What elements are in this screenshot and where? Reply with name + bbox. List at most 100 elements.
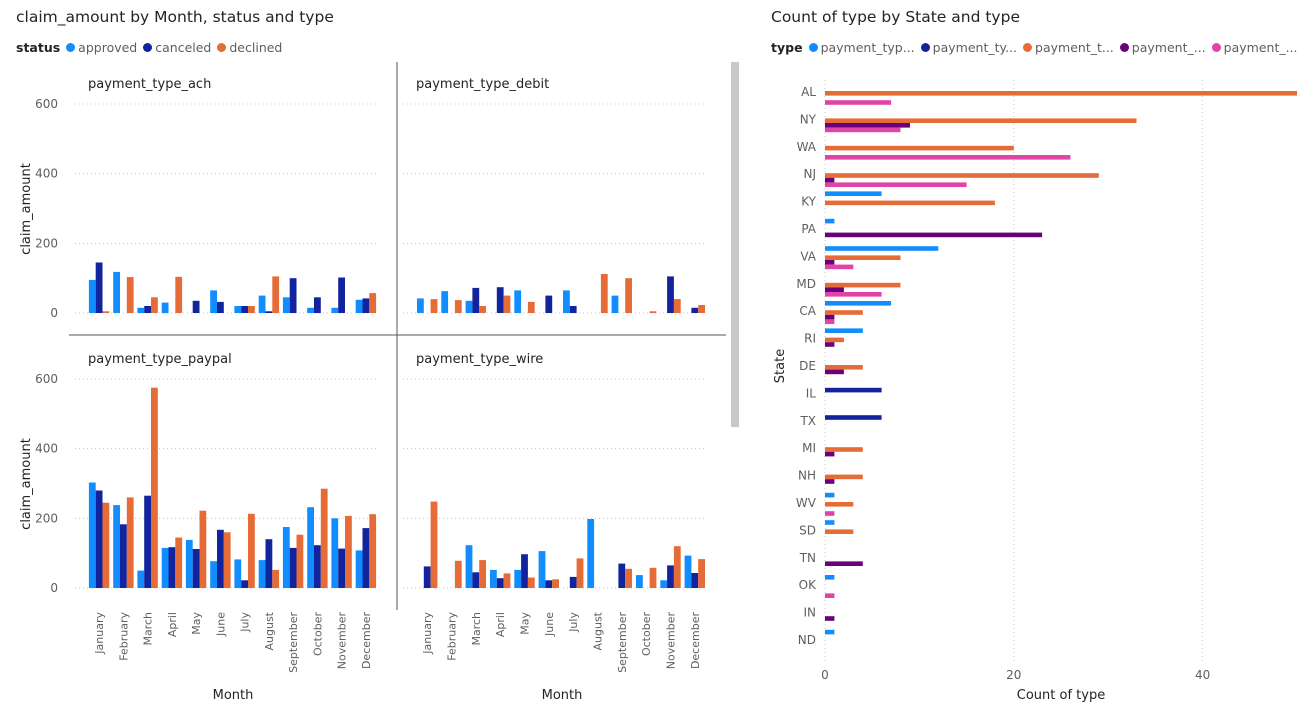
bar-declined-february[interactable] xyxy=(454,300,462,313)
bar-declined-september[interactable] xyxy=(625,568,632,588)
bar-md-type5[interactable] xyxy=(825,292,882,297)
bar-canceled-november[interactable] xyxy=(338,548,345,588)
bar-declined-december[interactable] xyxy=(698,305,705,313)
bar-de-type3[interactable] xyxy=(825,365,863,370)
scrollbar-thumb[interactable] xyxy=(731,62,739,427)
bar-declined-may[interactable] xyxy=(527,577,535,589)
bar-declined-july[interactable] xyxy=(248,513,255,588)
bar-nd-type1[interactable] xyxy=(825,629,835,635)
bar-canceled-october[interactable] xyxy=(314,297,321,313)
bar-ky-type1[interactable] xyxy=(825,191,882,196)
bar-ri-type1[interactable] xyxy=(825,328,863,333)
bar-approved-may[interactable] xyxy=(514,569,522,588)
bar-ok-type1[interactable] xyxy=(825,575,835,580)
bar-declined-january[interactable] xyxy=(102,311,110,313)
bar-canceled-september[interactable] xyxy=(289,278,297,313)
bar-wv-type1[interactable] xyxy=(825,492,835,498)
bar-approved-august[interactable] xyxy=(587,519,595,588)
bar-approved-march[interactable] xyxy=(465,300,473,313)
bar-declined-november[interactable] xyxy=(345,515,352,588)
bar-pa-type4[interactable] xyxy=(825,232,1043,238)
bar-nj-type5[interactable] xyxy=(825,182,967,187)
bar-canceled-january[interactable] xyxy=(423,566,431,588)
bar-wa-type5[interactable] xyxy=(825,155,1071,160)
bar-canceled-may[interactable] xyxy=(521,554,528,588)
bar-ny-type4[interactable] xyxy=(825,123,910,128)
bar-declined-november[interactable] xyxy=(673,546,681,588)
bar-declined-august[interactable] xyxy=(272,569,280,588)
bar-approved-march[interactable] xyxy=(137,570,145,588)
bar-approved-december[interactable] xyxy=(355,299,363,313)
bar-approved-december[interactable] xyxy=(355,550,363,588)
bar-canceled-march[interactable] xyxy=(472,572,480,588)
bar-declined-march[interactable] xyxy=(479,560,486,588)
bar-declined-august[interactable] xyxy=(600,274,608,313)
bar-canceled-august[interactable] xyxy=(265,539,273,588)
bar-approved-july[interactable] xyxy=(563,290,570,313)
bar-nh-type4[interactable] xyxy=(825,479,835,484)
legend-item-type-5[interactable]: payment_... xyxy=(1211,40,1298,55)
bar-nj-type3[interactable] xyxy=(825,173,1099,178)
bar-canceled-september[interactable] xyxy=(618,563,626,588)
bar-canceled-december[interactable] xyxy=(362,528,370,588)
bar-ca-type5[interactable] xyxy=(825,319,835,324)
bar-declined-september[interactable] xyxy=(625,278,632,313)
bar-in-type4[interactable] xyxy=(825,616,835,621)
bar-canceled-june[interactable] xyxy=(217,529,224,588)
bar-canceled-december[interactable] xyxy=(362,298,370,313)
bar-declined-september[interactable] xyxy=(296,534,304,588)
bar-approved-september[interactable] xyxy=(282,527,290,588)
bar-declined-august[interactable] xyxy=(272,276,280,313)
bar-approved-august[interactable] xyxy=(258,560,266,588)
legend-item-declined[interactable]: declined xyxy=(217,40,282,55)
bar-declined-january[interactable] xyxy=(430,299,438,313)
legend-item-type-3[interactable]: payment_t... xyxy=(1023,40,1114,55)
bar-approved-may[interactable] xyxy=(514,290,522,313)
legend-item-canceled[interactable]: canceled xyxy=(143,40,211,55)
bar-de-type4[interactable] xyxy=(825,369,844,375)
bar-declined-october[interactable] xyxy=(649,567,657,588)
bar-declined-march[interactable] xyxy=(479,306,486,313)
bar-canceled-march[interactable] xyxy=(144,495,151,588)
bar-declined-april[interactable] xyxy=(175,276,183,313)
bar-ny-type5[interactable] xyxy=(825,127,901,133)
bar-ky-type3[interactable] xyxy=(825,200,995,206)
bar-declined-march[interactable] xyxy=(151,297,158,313)
bar-va-type3[interactable] xyxy=(825,255,901,260)
bar-approved-july[interactable] xyxy=(234,306,242,313)
bar-declined-february[interactable] xyxy=(454,560,462,588)
bar-canceled-january[interactable] xyxy=(95,490,103,589)
bar-declined-july[interactable] xyxy=(248,306,255,313)
bar-wv-type5[interactable] xyxy=(825,511,835,516)
bar-declined-march[interactable] xyxy=(151,387,158,588)
bar-approved-november[interactable] xyxy=(331,307,339,313)
bar-mi-type3[interactable] xyxy=(825,447,863,452)
bar-declined-december[interactable] xyxy=(369,293,377,313)
bar-ri-type4[interactable] xyxy=(825,342,835,347)
bar-declined-december[interactable] xyxy=(369,514,377,588)
bar-md-type4[interactable] xyxy=(825,287,844,292)
bar-declined-april[interactable] xyxy=(503,295,511,313)
bar-canceled-february[interactable] xyxy=(120,524,127,588)
bar-declined-october[interactable] xyxy=(320,488,328,588)
bar-va-type5[interactable] xyxy=(825,264,854,270)
bar-canceled-april[interactable] xyxy=(496,578,504,588)
bar-canceled-december[interactable] xyxy=(691,573,699,588)
bar-declined-april[interactable] xyxy=(503,573,511,588)
bar-canceled-april[interactable] xyxy=(496,287,504,313)
bar-canceled-may[interactable] xyxy=(192,549,200,588)
bar-canceled-june[interactable] xyxy=(545,580,553,588)
bar-approved-april[interactable] xyxy=(161,547,169,588)
bar-canceled-january[interactable] xyxy=(95,262,103,314)
bar-tx-type2[interactable] xyxy=(825,415,882,420)
bar-approved-september[interactable] xyxy=(282,297,290,313)
bar-canceled-october[interactable] xyxy=(314,545,321,588)
bar-declined-october[interactable] xyxy=(649,311,657,313)
bar-approved-september[interactable] xyxy=(611,295,619,313)
bar-canceled-november[interactable] xyxy=(667,565,674,588)
bar-approved-january[interactable] xyxy=(88,482,96,589)
bar-va-type1[interactable] xyxy=(825,246,939,251)
bar-tn-type4[interactable] xyxy=(825,561,863,566)
bar-ok-type5[interactable] xyxy=(825,593,835,598)
bar-pa-type1[interactable] xyxy=(825,218,835,224)
